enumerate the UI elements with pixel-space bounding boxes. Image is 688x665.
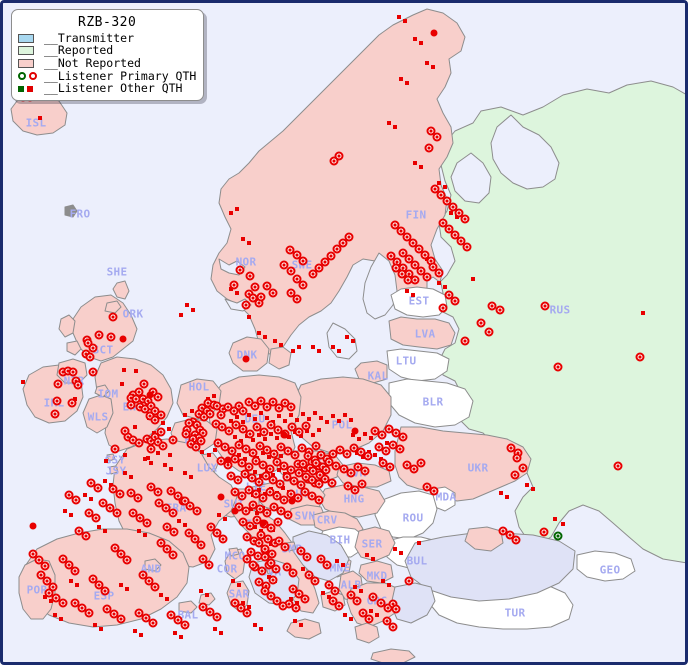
color-swatch-icon — [18, 46, 34, 56]
country-fro — [64, 204, 78, 218]
country-rou — [374, 490, 438, 540]
country-iom — [94, 384, 110, 398]
color-swatch-icon — [18, 33, 34, 43]
country-crete — [370, 648, 416, 662]
legend-row-swatch-blue: __Transmitter — [18, 32, 196, 45]
country-kal — [354, 360, 388, 384]
country-sicily — [286, 618, 322, 640]
legend-other-qth-icon — [18, 85, 44, 92]
country-mco — [228, 547, 240, 557]
country-jsy — [108, 465, 119, 475]
country-dnk — [228, 336, 270, 372]
legend-box: RZB-320 __Transmitter __Reported __Not Rep… — [11, 9, 205, 101]
country-rus-white-sea — [450, 152, 492, 204]
legend-row-dots: __Listener Primary QTH — [18, 70, 196, 83]
country-por — [18, 558, 56, 620]
europe-map — [3, 3, 685, 662]
legend-row-swatch-pink: __Not Reported — [18, 57, 196, 70]
country-blr — [388, 378, 474, 428]
legend-primary-qth-icon — [18, 72, 44, 81]
legend-label: __Reported — [44, 43, 114, 58]
color-swatch-icon — [18, 58, 34, 68]
red-circle-icon — [29, 72, 37, 81]
country-nir — [56, 358, 88, 384]
country-lva — [388, 316, 456, 350]
legend-swatch-icon — [18, 46, 44, 56]
legend-row-squares: __Listener Other QTH — [18, 82, 196, 95]
country-ltu — [386, 348, 450, 382]
legend-swatch-icon — [18, 58, 44, 68]
crimea — [464, 526, 504, 552]
country-ser — [354, 526, 396, 562]
country-cze — [276, 450, 344, 484]
country-bal — [178, 600, 198, 614]
legend-rows: __Transmitter __Reported __Not Reported __L… — [18, 32, 196, 95]
bothnia-gulf — [362, 252, 398, 320]
country-cor — [224, 548, 246, 580]
country-hebrides — [58, 314, 76, 338]
red-square-icon — [27, 85, 33, 92]
legend-label: __Not Reported — [44, 55, 141, 70]
country-geo — [576, 550, 636, 582]
country-cva — [265, 564, 277, 575]
country-and — [144, 558, 162, 572]
country-mkd — [358, 560, 394, 584]
country-hebrides2 — [66, 340, 82, 356]
legend-label: __Listener Primary QTH — [44, 68, 197, 83]
legend-label: __Listener Other QTH — [44, 81, 183, 96]
country-shetland — [112, 280, 130, 300]
legend-row-swatch-green: __Reported — [18, 45, 196, 58]
country-gsy — [106, 453, 116, 462]
legend-label: __Transmitter — [44, 30, 135, 45]
country-rus-north-inlet — [490, 114, 560, 190]
country-bal2 — [198, 592, 216, 606]
green-square-icon — [18, 85, 24, 92]
legend-swatch-icon — [18, 33, 44, 43]
legend-title: RZB-320 — [78, 15, 137, 30]
country-orkney — [104, 300, 122, 314]
sea-inlet-sweden — [326, 322, 358, 360]
country-dnk-zealand — [268, 346, 292, 370]
green-circle-icon — [18, 72, 26, 81]
